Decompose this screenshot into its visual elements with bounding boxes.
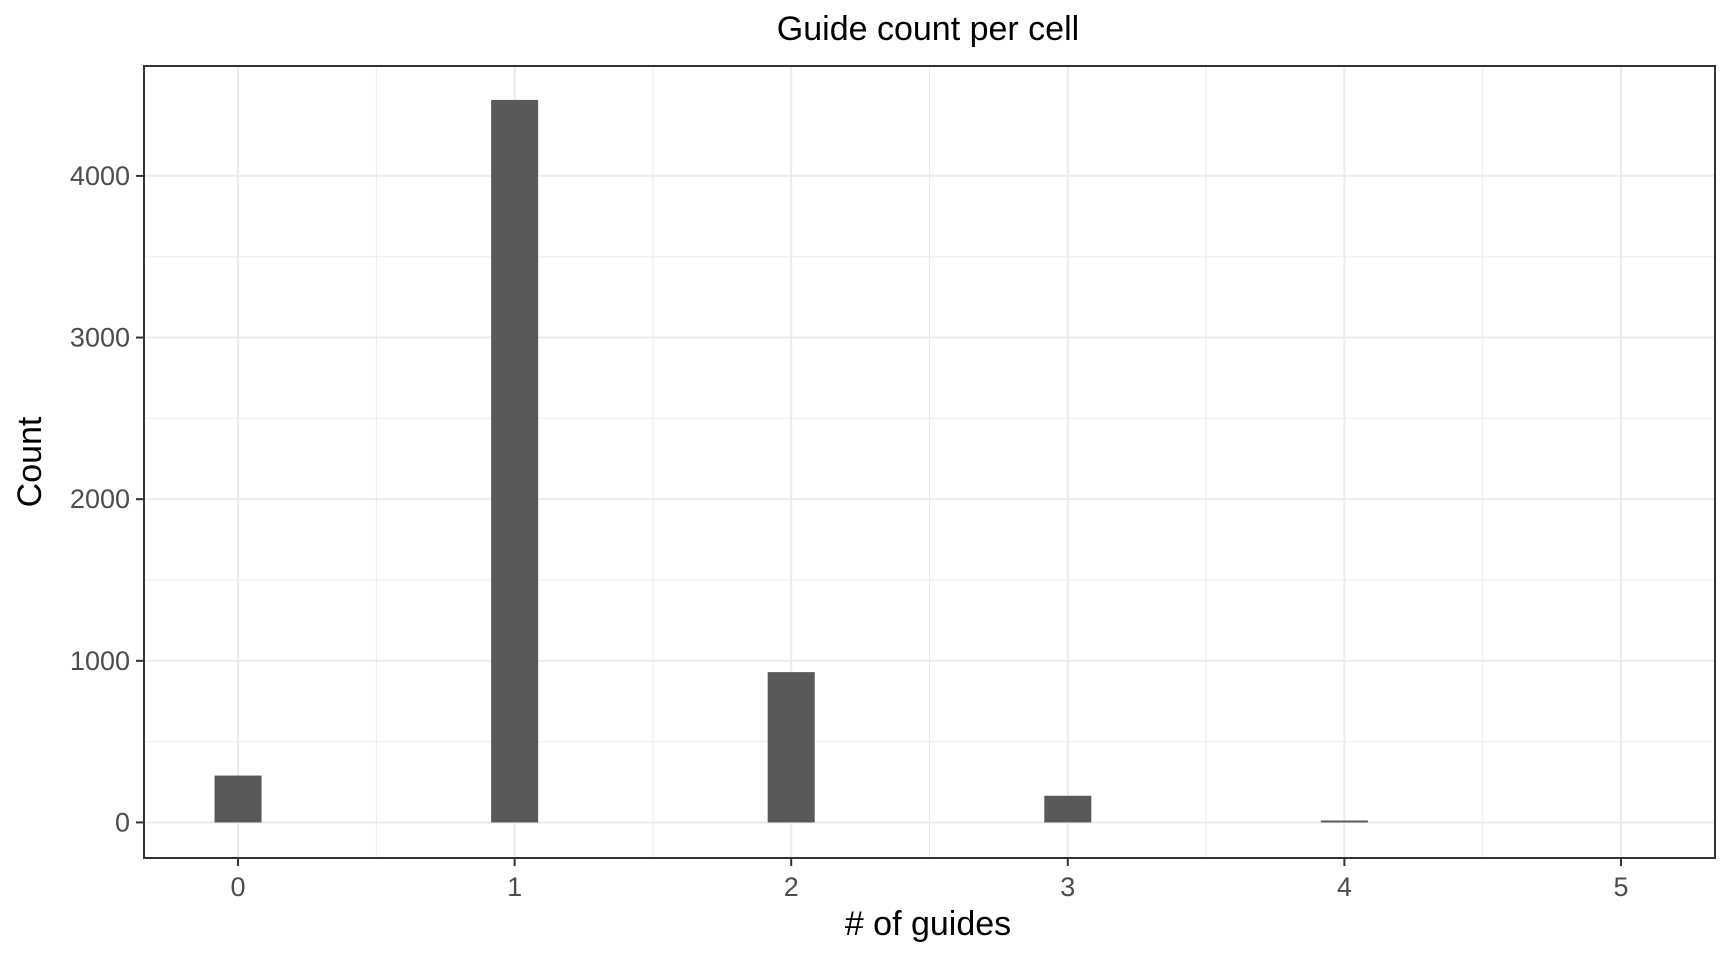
y-tick-label: 4000 [70,161,130,191]
bar [1044,795,1092,823]
y-axis-title: Count [11,416,49,507]
bar [767,672,815,823]
chart-title: Guide count per cell [777,10,1079,48]
y-axis-ticks: 0 1000 2000 3000 4000 [70,161,144,837]
x-tick-label: 3 [1060,872,1075,902]
grid-layer [144,66,1715,858]
bar-layer [214,99,1368,823]
y-tick-label: 1000 [70,646,130,676]
y-tick-label: 2000 [70,484,130,514]
plot-panel-border [143,65,1716,859]
bar [1320,820,1368,823]
x-tick-label: 2 [784,872,799,902]
x-tick-label: 1 [507,872,522,902]
bar [214,775,262,823]
x-tick-label: 0 [231,872,246,902]
x-axis-ticks: 0 1 2 3 4 5 [231,858,1628,902]
x-axis-title: # of guides [845,905,1011,943]
y-tick-label: 3000 [70,323,130,353]
y-tick-label: 0 [115,807,130,837]
bar [491,99,539,823]
x-tick-label: 4 [1337,872,1352,902]
x-tick-label: 5 [1613,872,1628,902]
